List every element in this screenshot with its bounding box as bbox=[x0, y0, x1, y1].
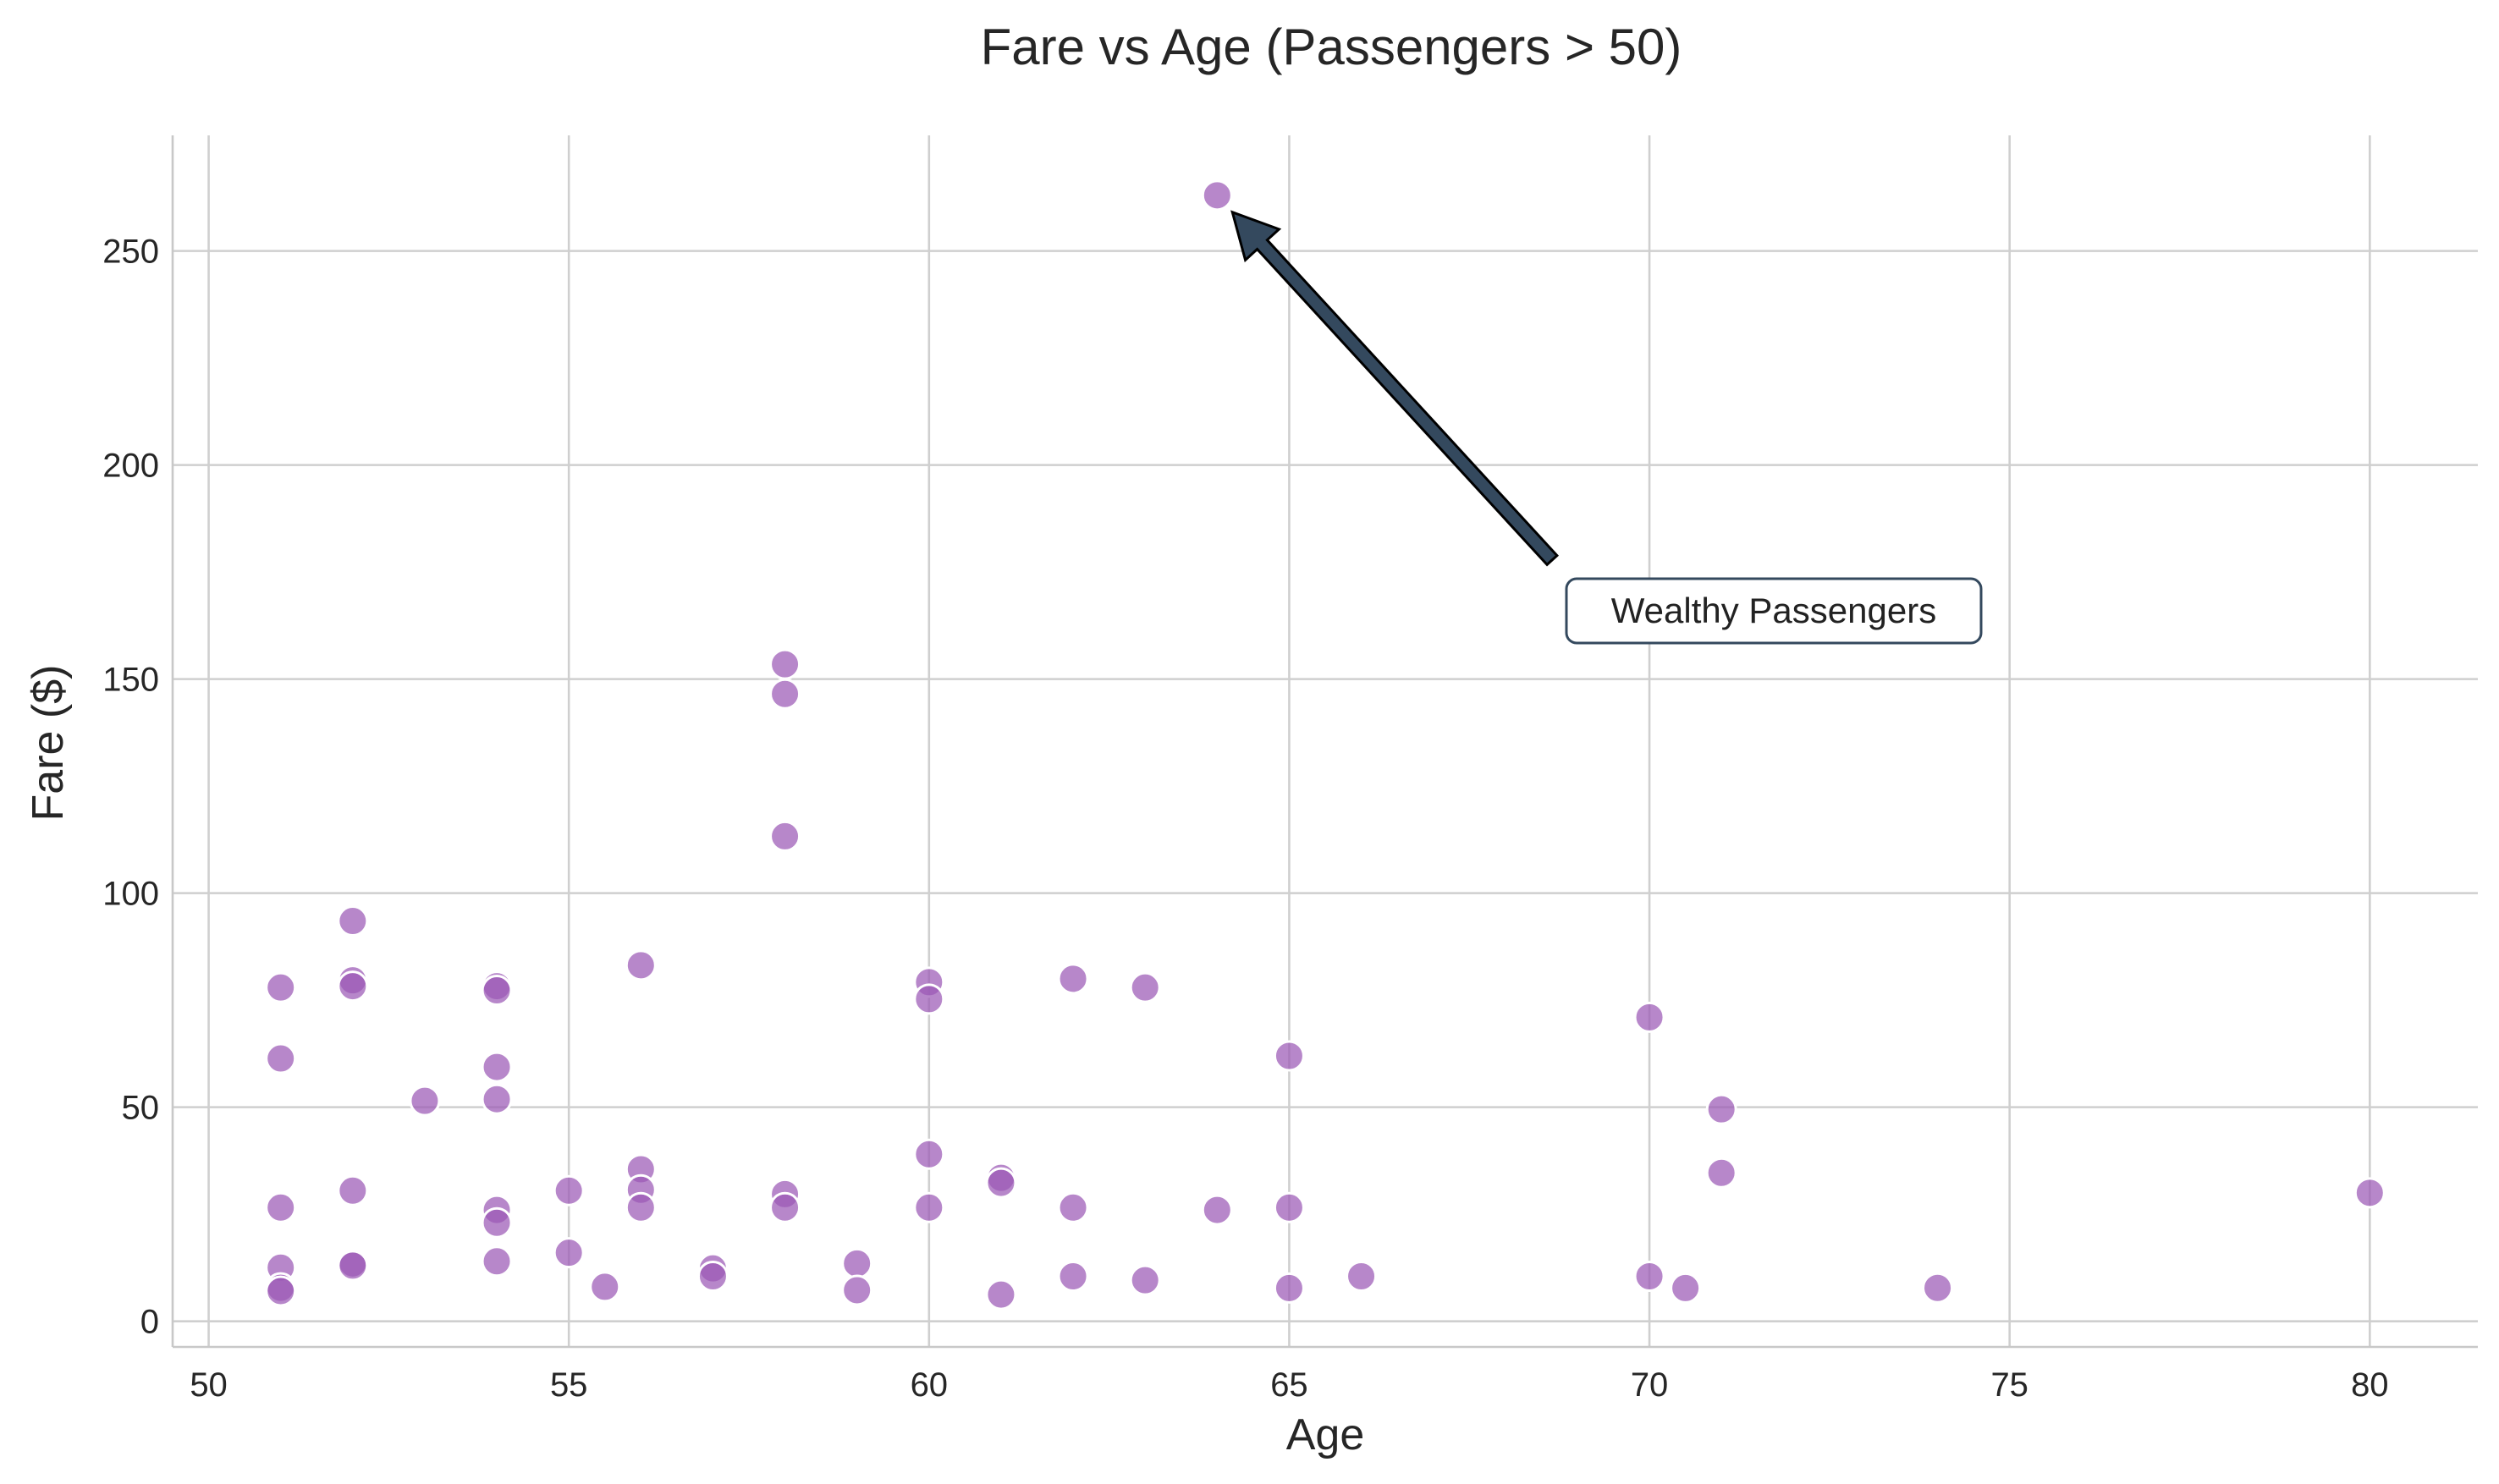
x-tick-labels: 50 55 60 65 70 75 80 bbox=[190, 1366, 2388, 1404]
y-tick-label: 150 bbox=[102, 662, 159, 699]
scatter-point bbox=[337, 1250, 369, 1282]
y-tick-label: 0 bbox=[140, 1304, 159, 1341]
scatter-point bbox=[265, 971, 297, 1003]
scatter-point bbox=[481, 975, 513, 1007]
x-tick-label: 55 bbox=[550, 1366, 588, 1404]
data-points bbox=[265, 179, 2386, 1311]
x-tick-label: 60 bbox=[911, 1366, 949, 1404]
x-tick-label: 65 bbox=[1270, 1366, 1308, 1404]
scatter-point bbox=[985, 1167, 1017, 1199]
scatter-point bbox=[841, 1274, 873, 1306]
scatter-point bbox=[913, 1191, 945, 1223]
annotations: Wealthy Passengers bbox=[1230, 210, 1983, 645]
scatter-point bbox=[769, 648, 801, 680]
scatter-point bbox=[625, 949, 657, 981]
y-gridlines bbox=[173, 250, 2478, 1322]
scatter-point bbox=[265, 1042, 297, 1075]
x-axis-label: Age bbox=[1286, 1410, 1365, 1459]
scatter-point bbox=[481, 1051, 513, 1083]
scatter-point bbox=[1705, 1157, 1737, 1189]
scatter-point bbox=[1670, 1272, 1702, 1304]
scatter-point bbox=[1201, 179, 1233, 212]
x-tick-label: 50 bbox=[190, 1366, 228, 1404]
scatter-point bbox=[1273, 1040, 1305, 1072]
scatter-point bbox=[1057, 1191, 1089, 1223]
scatter-point bbox=[1633, 1261, 1665, 1293]
scatter-point bbox=[841, 1247, 873, 1279]
y-tick-labels: 0 50 100 150 200 250 bbox=[102, 234, 159, 1341]
scatter-point bbox=[1273, 1272, 1305, 1304]
scatter-point bbox=[1057, 963, 1089, 995]
scatter-point bbox=[337, 905, 369, 937]
scatter-point bbox=[625, 1191, 657, 1223]
x-tick-label: 70 bbox=[1631, 1366, 1669, 1404]
scatter-point bbox=[769, 678, 801, 710]
scatter-point bbox=[265, 1191, 297, 1223]
scatter-point bbox=[1273, 1191, 1305, 1223]
scatter-point bbox=[913, 983, 945, 1015]
scatter-point bbox=[769, 1191, 801, 1223]
scatter-point bbox=[2353, 1177, 2386, 1209]
scatter-point bbox=[769, 820, 801, 852]
scatter-point bbox=[913, 1138, 945, 1170]
y-tick-label: 200 bbox=[102, 448, 159, 485]
scatter-point bbox=[553, 1237, 585, 1269]
scatter-point bbox=[409, 1085, 441, 1117]
scatter-point bbox=[265, 1275, 297, 1307]
scatter-point bbox=[553, 1174, 585, 1206]
y-tick-label: 250 bbox=[102, 234, 159, 271]
annotation-box bbox=[1565, 577, 1983, 645]
scatter-point bbox=[985, 1278, 1017, 1311]
chart-title: Fare vs Age (Passengers > 50) bbox=[981, 19, 1682, 75]
x-gridlines bbox=[207, 135, 2371, 1347]
scatter-point bbox=[1129, 971, 1161, 1003]
y-tick-label: 50 bbox=[122, 1090, 160, 1127]
scatter-point bbox=[337, 970, 369, 1003]
scatter-point bbox=[1346, 1261, 1378, 1293]
x-tick-label: 75 bbox=[1990, 1366, 2028, 1404]
annotation-label: Wealthy Passengers bbox=[1611, 591, 1936, 630]
scatter-point bbox=[1633, 1001, 1665, 1033]
scatter-point bbox=[1057, 1261, 1089, 1293]
scatter-point bbox=[1922, 1272, 1954, 1304]
scatter-point bbox=[337, 1174, 369, 1206]
scatter-point bbox=[481, 1083, 513, 1115]
scatter-point bbox=[1129, 1264, 1161, 1296]
x-tick-label: 80 bbox=[2351, 1366, 2389, 1404]
y-axis-label: Fare ($) bbox=[24, 665, 73, 822]
scatter-point bbox=[1705, 1093, 1737, 1125]
scatter-point bbox=[1201, 1194, 1233, 1226]
annotation-arrow bbox=[1230, 210, 1560, 567]
scatter-point bbox=[696, 1261, 729, 1293]
scatter-point bbox=[481, 1245, 513, 1278]
scatter-point bbox=[481, 1206, 513, 1239]
y-tick-label: 100 bbox=[102, 876, 159, 913]
scatter-point bbox=[589, 1271, 621, 1303]
